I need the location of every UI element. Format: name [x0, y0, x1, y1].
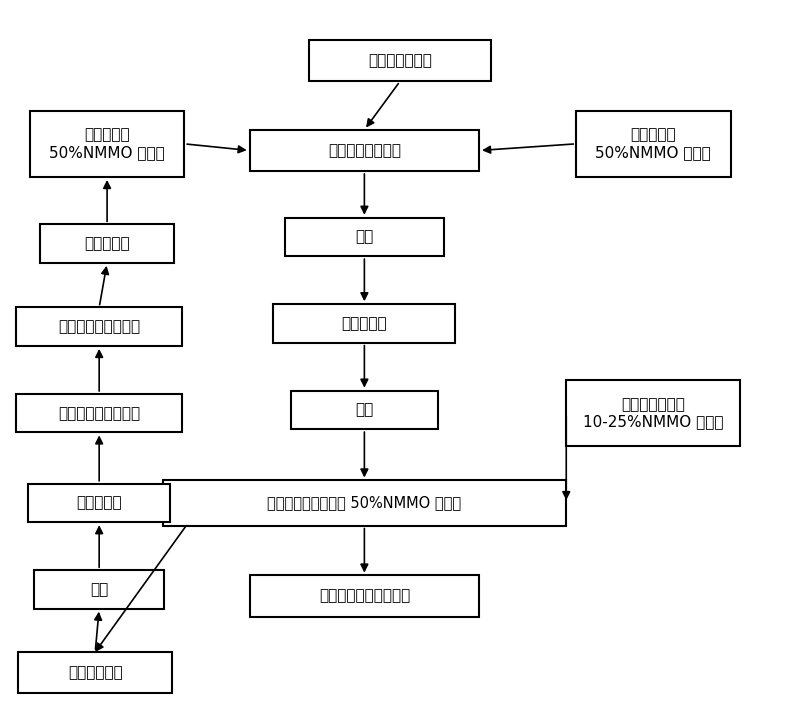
FancyBboxPatch shape [286, 217, 443, 256]
FancyBboxPatch shape [309, 40, 491, 81]
Text: 双氧水氧化: 双氧水氧化 [84, 236, 130, 251]
FancyBboxPatch shape [16, 307, 182, 346]
Text: 粗滤: 粗滤 [90, 582, 108, 597]
Text: 溶解: 溶解 [355, 230, 374, 245]
Text: 阴离子交换树脂处理: 阴离子交换树脂处理 [58, 405, 140, 420]
Text: 微孔膜微滤: 微孔膜微滤 [76, 495, 122, 510]
Text: 纺丝: 纺丝 [355, 402, 374, 418]
Text: 混合、脲水、溶胀: 混合、脲水、溶胀 [328, 143, 401, 158]
Text: 质量浓度为
50%NMMO 水溶液: 质量浓度为 50%NMMO 水溶液 [595, 127, 711, 160]
FancyBboxPatch shape [34, 570, 165, 608]
Text: 再生纤维素纤维后处理: 再生纤维素纤维后处理 [318, 589, 410, 603]
FancyBboxPatch shape [250, 130, 479, 171]
FancyBboxPatch shape [274, 304, 455, 343]
FancyBboxPatch shape [566, 380, 741, 446]
FancyBboxPatch shape [16, 394, 182, 433]
FancyBboxPatch shape [40, 225, 174, 263]
FancyBboxPatch shape [30, 111, 184, 177]
FancyBboxPatch shape [18, 652, 172, 693]
Text: 阳离子交换树脂处理: 阳离子交换树脂处理 [58, 319, 140, 334]
Text: 过滤、脱泡: 过滤、脱泡 [342, 316, 387, 331]
FancyBboxPatch shape [576, 111, 730, 177]
FancyBboxPatch shape [250, 575, 479, 617]
FancyBboxPatch shape [291, 390, 438, 429]
Text: 质量浓度为
50%NMMO 水溶液: 质量浓度为 50%NMMO 水溶液 [50, 127, 165, 160]
Text: 加入质量浓度为
10-25%NMMO 水溶液: 加入质量浓度为 10-25%NMMO 水溶液 [583, 397, 723, 429]
Text: 凝固浴：质量浓度为 50%NMMO 水溶液: 凝固浴：质量浓度为 50%NMMO 水溶液 [267, 495, 462, 510]
Text: 纤维素浆粕原料: 纤维素浆粕原料 [368, 53, 432, 68]
Text: 凝固浴接收槽: 凝固浴接收槽 [68, 665, 122, 680]
FancyBboxPatch shape [162, 480, 566, 526]
FancyBboxPatch shape [28, 484, 170, 522]
